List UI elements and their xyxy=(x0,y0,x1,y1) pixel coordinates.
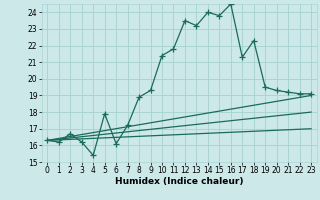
X-axis label: Humidex (Indice chaleur): Humidex (Indice chaleur) xyxy=(115,177,244,186)
